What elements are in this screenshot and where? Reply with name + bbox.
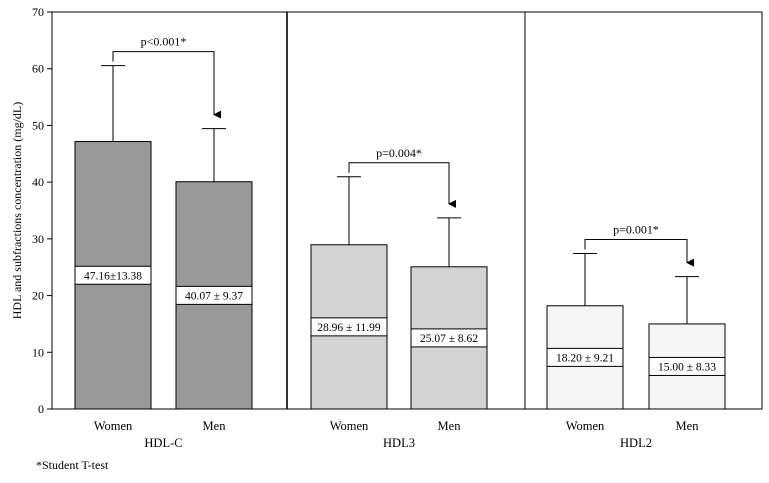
data-label-box <box>175 285 253 305</box>
data-label: 40.07 ± 9.37 <box>185 290 243 302</box>
data-label: 28.96 ± 11.99 <box>317 322 381 334</box>
y-tick-label: 0 <box>38 402 44 416</box>
significance-label: p=0.004* <box>376 146 422 160</box>
data-label-box <box>310 317 388 337</box>
y-axis-label: HDL and subfractions concentration (mg/d… <box>10 102 24 320</box>
data-label: 18.20 ± 9.21 <box>556 352 614 364</box>
plot-frame <box>51 11 763 410</box>
group-label: HDL2 <box>620 436 652 450</box>
significance-label: p<0.001* <box>141 35 187 49</box>
significance-label: p=0.001* <box>613 223 659 237</box>
y-tick-label: 10 <box>32 345 44 359</box>
group-label: HDL3 <box>383 436 415 450</box>
x-tick-label: Women <box>330 419 369 433</box>
data-label-box <box>410 328 488 348</box>
y-tick-label: 20 <box>32 289 44 303</box>
x-tick-label: Women <box>566 419 605 433</box>
data-label: 25.07 ± 8.62 <box>420 333 478 345</box>
y-tick-label: 50 <box>32 118 44 132</box>
chart-footnote: *Student T-test <box>36 458 109 472</box>
y-tick-label: 70 <box>32 5 44 19</box>
data-label-box <box>546 347 624 367</box>
significance-bracket-hdl3 <box>348 162 456 208</box>
y-tick-label: 40 <box>32 175 44 189</box>
significance-bracket-hdl-c <box>112 51 221 119</box>
data-label: 15.00 ± 8.33 <box>658 361 716 373</box>
x-tick-label: Men <box>438 419 462 433</box>
group-label: HDL-C <box>144 436 182 450</box>
x-tick-label: Women <box>94 419 133 433</box>
x-tick-label: Men <box>203 419 227 433</box>
y-tick-label: 30 <box>32 232 44 246</box>
x-tick-label: Men <box>676 419 700 433</box>
y-tick-label: 60 <box>32 62 44 76</box>
data-label-box <box>74 265 152 285</box>
significance-bracket-hdl2 <box>584 239 694 267</box>
data-label-box <box>648 356 726 376</box>
data-label: 47.16±13.38 <box>84 270 142 282</box>
